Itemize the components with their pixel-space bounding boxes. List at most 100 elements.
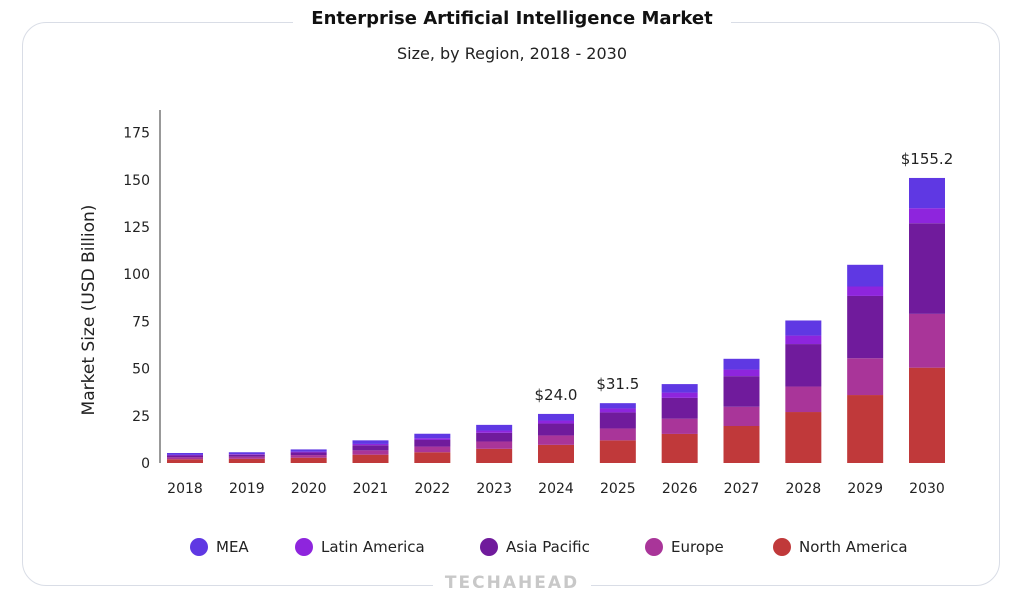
bar-segment (847, 286, 884, 296)
bar-segment (785, 412, 822, 463)
bar-segment (599, 408, 636, 413)
brand-watermark: TECHAHEAD (432, 573, 592, 593)
bar-segment (661, 433, 698, 463)
x-tick-label: 2022 (415, 481, 451, 497)
bar-segment (847, 358, 884, 396)
bar-segment (599, 440, 636, 463)
bar-segment (476, 424, 513, 431)
bar-segment (290, 449, 327, 452)
bar-segment (785, 386, 822, 413)
bar-segment (538, 423, 574, 436)
x-tick-label: 2030 (909, 481, 945, 497)
legend-label: MEA (216, 538, 249, 556)
x-tick-label: 2018 (167, 481, 203, 497)
chart-legend: MEA Latin America Asia Pacific Europe North … (0, 538, 1024, 562)
bar-segment (723, 358, 760, 370)
bar-segment (414, 438, 451, 440)
bar-segment (167, 454, 203, 456)
data-label: $24.0 (535, 386, 578, 404)
x-tick-label: 2027 (724, 481, 760, 497)
bar-segment (414, 433, 451, 439)
bar-segment (661, 397, 698, 419)
brand-watermark-wrap: TECHAHEAD (0, 573, 1024, 593)
bar-segment (723, 406, 760, 427)
legend-item: MEA (190, 538, 249, 556)
legend-label: Asia Pacific (506, 538, 590, 556)
bar-segment (661, 418, 698, 434)
bar-segment (414, 446, 451, 453)
x-tick-label: 2028 (786, 481, 822, 497)
bar-segment (538, 413, 574, 421)
bar-segment (785, 320, 822, 336)
bar-segment (352, 454, 389, 463)
bar-segment (476, 430, 513, 433)
bar-segment (414, 452, 451, 463)
bar-segment (476, 448, 513, 463)
y-tick-label: 150 (123, 173, 150, 189)
bar-segment (352, 443, 389, 446)
y-tick-label: 25 (132, 409, 150, 425)
bar-segment (661, 384, 698, 393)
chart-title-wrap: Enterprise Artificial Intelligence Marke… (0, 8, 1024, 29)
legend-label: Latin America (321, 538, 425, 556)
legend-item: North America (773, 538, 908, 556)
bar-segment (228, 456, 265, 459)
legend-item: Asia Pacific (480, 538, 590, 556)
bar-segment (723, 369, 760, 377)
y-tick-label: 50 (132, 362, 150, 378)
bar-segment (909, 367, 945, 463)
bar-segment (228, 458, 265, 463)
bar-segment (909, 177, 945, 209)
bar-segment (228, 452, 265, 455)
legend-swatch (645, 538, 663, 556)
bar-segment (909, 313, 945, 368)
x-tick-label: 2029 (847, 481, 883, 497)
bar-segment (290, 451, 327, 453)
bar-segment (414, 439, 451, 447)
data-label: $155.2 (901, 150, 954, 168)
bar-segment (290, 452, 327, 456)
bar-segment (599, 428, 636, 441)
bar-segment (228, 454, 265, 455)
chart-title: Enterprise Artificial Intelligence Marke… (293, 8, 731, 29)
bar-segment (538, 420, 574, 424)
bar-segment (352, 445, 389, 451)
legend-swatch (773, 538, 791, 556)
bar-segment (909, 223, 945, 314)
bar-segment (538, 435, 574, 445)
bar-segment (785, 344, 822, 387)
x-tick-label: 2021 (353, 481, 389, 497)
legend-label: Europe (671, 538, 724, 556)
y-axis-label: Market Size (USD Billion) (79, 205, 99, 416)
x-tick-label: 2020 (291, 481, 327, 497)
bar-segment (538, 444, 574, 463)
y-tick-label: 125 (123, 220, 150, 236)
bar-segment (599, 412, 636, 429)
legend-swatch (295, 538, 313, 556)
legend-item: Europe (645, 538, 724, 556)
bar-segment (167, 457, 203, 460)
bar-segment (167, 455, 203, 458)
bar-segment (847, 295, 884, 359)
bar-segment (847, 395, 884, 463)
bar-segment (661, 392, 698, 398)
legend-swatch (480, 538, 498, 556)
chart-subtitle: Size, by Region, 2018 - 2030 (396, 44, 628, 63)
bar-segment (723, 376, 760, 407)
bar-segment (723, 426, 760, 463)
x-tick-label: 2023 (476, 481, 512, 497)
legend-label: North America (799, 538, 908, 556)
bar-segment (785, 335, 822, 345)
bar-segment (599, 403, 636, 409)
y-tick-label: 75 (132, 314, 150, 330)
legend-item: Latin America (295, 538, 425, 556)
bar-segment (476, 432, 513, 442)
bar-segment (352, 450, 389, 455)
x-tick-label: 2025 (600, 481, 636, 497)
bar-segment (290, 455, 327, 458)
bar-segment (909, 208, 945, 224)
data-label: $31.5 (596, 375, 639, 393)
bar-segment (228, 454, 265, 457)
bar-segment (352, 440, 389, 444)
